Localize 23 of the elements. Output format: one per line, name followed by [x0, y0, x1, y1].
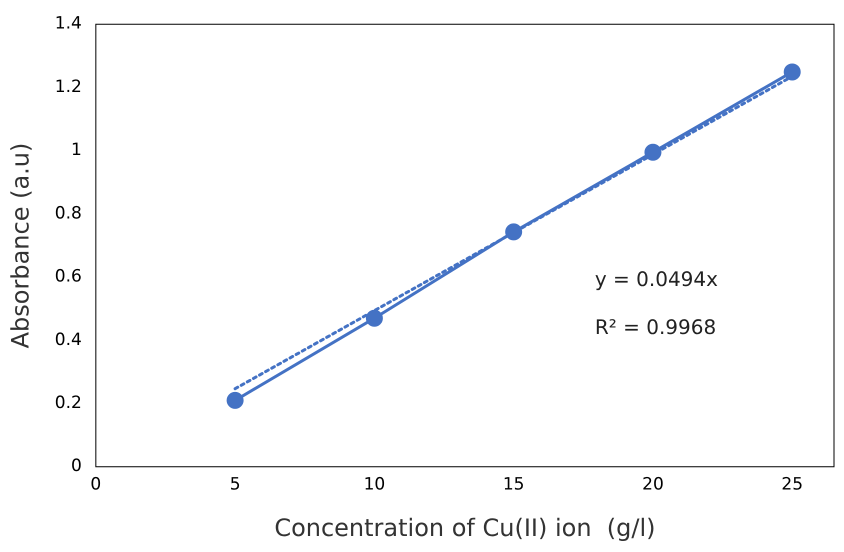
annotation: R² = 0.9968: [594, 315, 716, 340]
point: [226, 392, 244, 409]
point: [784, 63, 801, 80]
x-tick-label: 0: [90, 474, 102, 494]
x-tick-label: 15: [502, 474, 524, 494]
annotation: y = 0.0494x: [594, 267, 718, 292]
y-tick-label: 1: [71, 140, 82, 160]
y-tick-label: 0.4: [54, 330, 82, 350]
x-tick-label: 10: [364, 474, 386, 494]
y-tick-label: 0.8: [54, 203, 82, 224]
point: [366, 310, 383, 327]
x-axis-title: Concentration of Cu(II) ion (g/l): [274, 514, 656, 542]
x-tick-label: 25: [781, 474, 804, 494]
y-tick-label: 1.4: [54, 14, 82, 34]
y-tick-label: 0.6: [54, 266, 82, 287]
y-tick-label: 0.2: [54, 392, 82, 413]
x-tick-label: 5: [230, 474, 241, 494]
y-tick-label: 0: [71, 456, 82, 476]
point: [505, 223, 522, 240]
y-axis-title: Absorbance (a.u): [6, 142, 35, 348]
y-tick-label: 1.2: [54, 76, 82, 97]
point: [644, 144, 662, 161]
x-tick-label: 20: [642, 474, 664, 494]
